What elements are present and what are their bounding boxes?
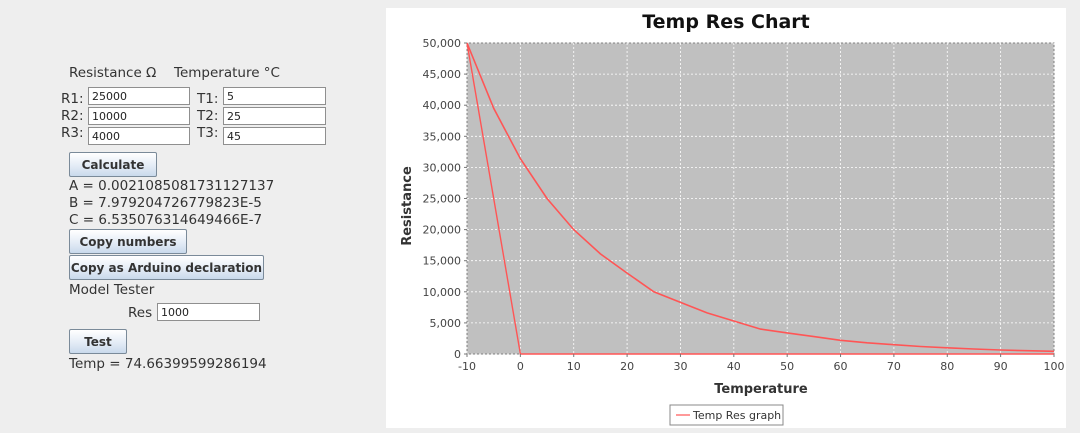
y-axis-label: Resistance — [400, 166, 415, 246]
x-axis-label: Temperature — [714, 382, 808, 397]
y-tick-label: 50,000 — [423, 37, 462, 50]
t3-field[interactable] — [223, 127, 326, 145]
r3-label: R3: — [61, 125, 84, 141]
copy-arduino-button[interactable]: Copy as Arduino declaration — [69, 255, 264, 280]
x-tick-label: 60 — [834, 360, 848, 373]
t1-label: T1: — [197, 91, 219, 107]
x-tick-label: 40 — [727, 360, 741, 373]
t2-field[interactable] — [223, 107, 326, 125]
x-tick-label: 90 — [994, 360, 1008, 373]
y-tick-label: 45,000 — [423, 68, 462, 81]
y-tick-label: 0 — [454, 348, 461, 361]
resistance-header: Resistance Ω — [69, 65, 157, 81]
y-tick-label: 30,000 — [423, 161, 462, 174]
x-tick-label: 70 — [887, 360, 901, 373]
legend-label: Temp Res graph — [692, 409, 781, 422]
axis-layer: -10 0 10 20 30 40 50 60 70 80 90 10005,00010,00015,… — [423, 37, 1065, 373]
y-tick-label: 35,000 — [423, 130, 462, 143]
legend: Temp Res graph — [669, 404, 784, 426]
legend-box — [669, 404, 784, 426]
y-tick-label: 20,000 — [423, 224, 462, 237]
t1-field[interactable] — [223, 87, 326, 105]
res-field[interactable] — [157, 303, 260, 321]
temp-result: Temp = 74.66399599286194 — [69, 356, 267, 372]
series-curve — [466, 42, 1055, 353]
test-button[interactable]: Test — [69, 329, 127, 354]
y-tick-label: 25,000 — [423, 193, 462, 206]
temp-res-chart: Temp Res Chart -10 0 10 20 30 40 50 60 70 80 90 100… — [400, 11, 1065, 426]
chart-panel: Temp Res Chart -10 0 10 20 30 40 50 60 70 80 90 100… — [386, 8, 1066, 428]
result-a: A = 0.0021085081731127137 — [69, 178, 275, 194]
r1-field[interactable] — [88, 87, 190, 105]
result-c: C = 6.535076314649466E-7 — [69, 212, 263, 228]
x-tick-label: -10 — [458, 360, 476, 373]
x-tick-label: 20 — [620, 360, 634, 373]
x-tick-label: 0 — [517, 360, 524, 373]
r1-label: R1: — [61, 91, 84, 107]
calculate-button[interactable]: Calculate — [69, 152, 157, 177]
y-tick-label: 10,000 — [423, 286, 462, 299]
r2-field[interactable] — [88, 107, 190, 125]
r3-field[interactable] — [88, 127, 190, 145]
t2-label: T2: — [197, 108, 219, 124]
chart-title: Temp Res Chart — [642, 11, 810, 33]
x-tick-label: 50 — [780, 360, 794, 373]
res-label: Res — [128, 305, 153, 321]
x-tick-label: 30 — [673, 360, 687, 373]
x-tick-label: 10 — [567, 360, 581, 373]
result-b: B = 7.979204726779823E-5 — [69, 195, 262, 211]
copy-numbers-button[interactable]: Copy numbers — [69, 229, 187, 254]
y-tick-label: 40,000 — [423, 99, 462, 112]
x-tick-label: 100 — [1044, 360, 1065, 373]
y-tick-label: 5,000 — [430, 317, 462, 330]
t3-label: T3: — [197, 125, 219, 141]
r2-label: R2: — [61, 108, 84, 124]
model-tester-title: Model Tester — [69, 282, 155, 298]
x-tick-label: 80 — [940, 360, 954, 373]
temperature-header: Temperature °C — [174, 65, 280, 81]
y-tick-label: 15,000 — [423, 255, 462, 268]
